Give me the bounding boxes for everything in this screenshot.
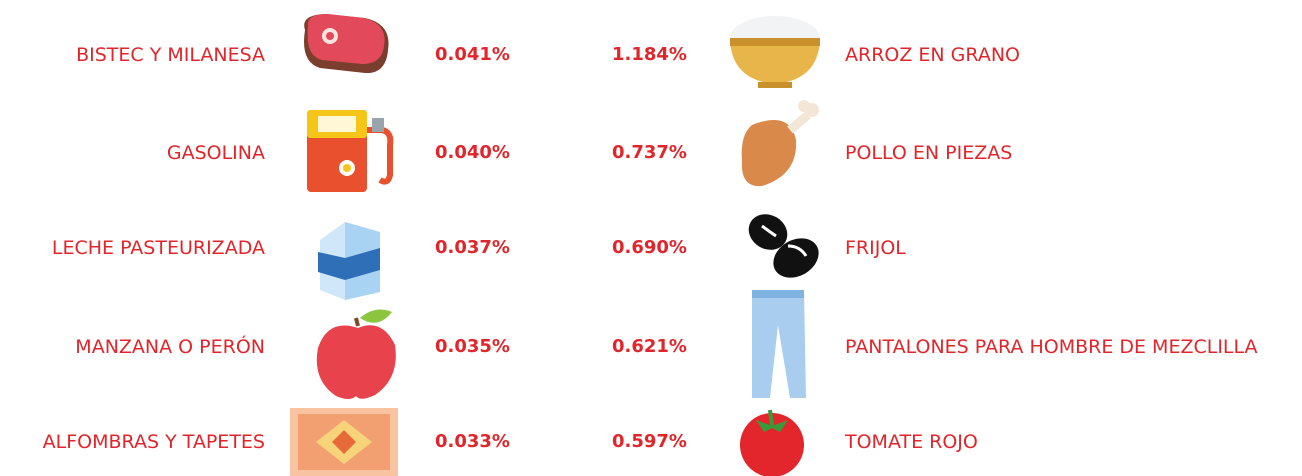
tomato-icon — [740, 410, 804, 476]
item-label: BISTEC Y MILANESA — [76, 43, 265, 67]
chicken-icon — [742, 100, 819, 186]
item-label: POLLO EN PIEZAS — [845, 141, 1012, 165]
item-value: 0.040% — [435, 141, 510, 165]
jeans-icon — [752, 290, 806, 398]
rug-icon — [290, 408, 398, 476]
gas-pump-icon — [307, 110, 390, 192]
item-value: 0.033% — [435, 430, 510, 454]
item-label: GASOLINA — [167, 141, 265, 165]
item-label: FRIJOL — [845, 236, 906, 260]
milk-icon — [318, 222, 380, 300]
apple-icon — [317, 310, 396, 399]
item-value: 1.184% — [612, 43, 687, 67]
item-label: ALFOMBRAS Y TAPETES — [43, 430, 265, 454]
rice-icon — [730, 16, 820, 88]
beans-icon — [742, 207, 826, 285]
steak-icon — [304, 14, 389, 73]
item-value: 0.690% — [612, 236, 687, 260]
item-label: MANZANA O PERÓN — [75, 335, 265, 359]
item-value: 0.621% — [612, 335, 687, 359]
item-value: 0.041% — [435, 43, 510, 67]
item-label: TOMATE ROJO — [845, 430, 978, 454]
item-value: 0.597% — [612, 430, 687, 454]
item-value: 0.737% — [612, 141, 687, 165]
item-label: LECHE PASTEURIZADA — [52, 236, 265, 260]
item-label: ARROZ EN GRANO — [845, 43, 1020, 67]
item-label: PANTALONES PARA HOMBRE DE MEZCLILLA — [845, 335, 1258, 359]
item-value: 0.035% — [435, 335, 510, 359]
infographic: BISTEC Y MILANESA 0.041% GASOLINA 0.040% LEC… — [0, 0, 1302, 476]
item-value: 0.037% — [435, 236, 510, 260]
